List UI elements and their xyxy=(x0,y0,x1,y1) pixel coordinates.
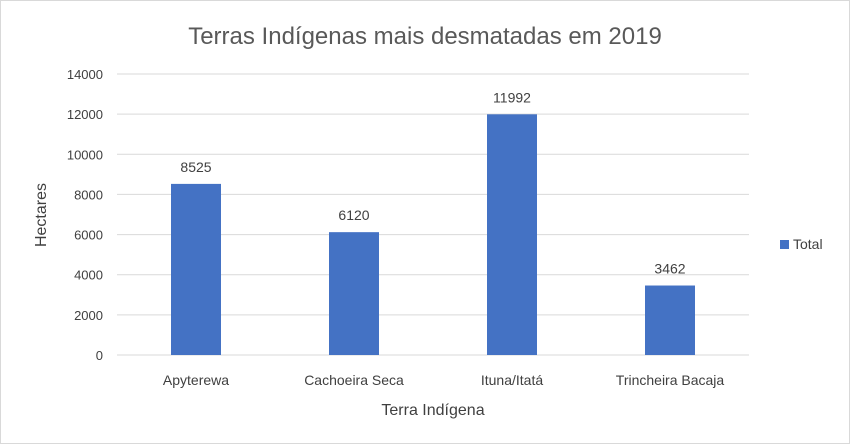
bar-1 xyxy=(329,232,379,355)
y-tick-label: 12000 xyxy=(67,107,103,122)
y-tick-label: 2000 xyxy=(74,308,103,323)
bar-2 xyxy=(487,114,537,355)
y-tick-label: 10000 xyxy=(67,147,103,162)
y-tick-label: 0 xyxy=(96,348,103,363)
gridlines xyxy=(117,73,749,356)
x-category-label: Trincheira Bacaja xyxy=(616,372,725,388)
x-axis-categories: Apyterewa Cachoeira Seca Ituna/Itatá Trinch… xyxy=(163,372,724,388)
legend-swatch xyxy=(780,240,789,249)
data-label: 8525 xyxy=(180,159,211,175)
bar-0 xyxy=(171,183,221,355)
y-axis-title: Hectares xyxy=(33,183,50,247)
y-tick-label: 6000 xyxy=(74,228,103,243)
y-tick-label: 4000 xyxy=(74,268,103,283)
y-tick-label: 8000 xyxy=(74,187,103,202)
data-label: 3462 xyxy=(654,261,685,277)
chart-title: Terras Indígenas mais desmatadas em 2019 xyxy=(188,23,662,50)
data-labels: 8525 6120 11992 3462 xyxy=(180,89,685,276)
x-axis-title: Terra Indígena xyxy=(381,402,484,419)
y-tick-label: 14000 xyxy=(67,67,103,82)
legend-label: Total xyxy=(793,236,823,252)
data-label: 11992 xyxy=(493,89,531,105)
legend: Total xyxy=(780,236,823,252)
x-category-label: Ituna/Itatá xyxy=(481,372,543,388)
y-axis-ticks: 0 2000 4000 6000 8000 10000 12000 14000 xyxy=(67,67,103,363)
x-category-label: Cachoeira Seca xyxy=(304,372,404,388)
data-label: 6120 xyxy=(338,207,369,223)
x-category-label: Apyterewa xyxy=(163,372,229,388)
bar-3 xyxy=(645,285,695,355)
bars xyxy=(171,114,695,355)
